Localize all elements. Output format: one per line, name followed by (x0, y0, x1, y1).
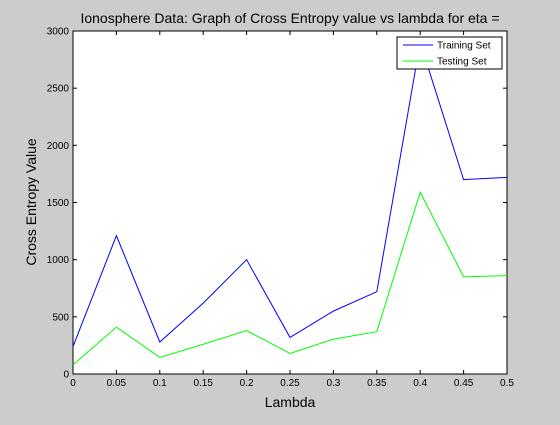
x-tick-label: 0.3 (326, 378, 340, 389)
x-tick-label: 0 (70, 378, 76, 389)
x-tick-label: 0.45 (454, 378, 474, 389)
legend: Training Set Testing Set (396, 36, 503, 70)
x-tick-label: 0.15 (193, 378, 213, 389)
y-tick-label: 1500 (47, 198, 70, 209)
ticks-layer: 0 0.05 0.1 0.15 0.2 0.25 0.3 0.35 0.4 0.45 0.5 0 500… (47, 27, 515, 390)
plot-area (72, 30, 508, 375)
x-tick-label: 0.4 (413, 378, 427, 389)
series-line-training (72, 42, 508, 347)
legend-box (396, 36, 503, 70)
y-tick-label: 3000 (47, 27, 70, 38)
y-tick-label: 2500 (47, 84, 70, 95)
x-tick-label: 0.35 (367, 378, 387, 389)
chart-title: Ionosphere Data: Graph of Cross Entropy … (80, 10, 499, 26)
y-tick-label: 500 (52, 312, 69, 323)
series-layer (72, 42, 508, 366)
x-tick-label: 0.1 (153, 378, 167, 389)
y-tick-label: 2000 (47, 141, 70, 152)
y-axis-title: Cross Entropy Value (23, 138, 39, 266)
y-tick-label: 1000 (47, 255, 70, 266)
legend-label-testing: Testing Set (437, 57, 487, 68)
x-tick-label: 0.2 (240, 378, 254, 389)
x-tick-label: 0.05 (107, 378, 127, 389)
legend-label-training: Training Set (437, 41, 491, 52)
x-tick-label: 0.25 (280, 378, 300, 389)
x-tick-label: 0.5 (500, 378, 514, 389)
x-axis-title: Lambda (265, 394, 316, 410)
series-line-testing (72, 190, 508, 366)
y-tick-label: 0 (63, 370, 69, 381)
